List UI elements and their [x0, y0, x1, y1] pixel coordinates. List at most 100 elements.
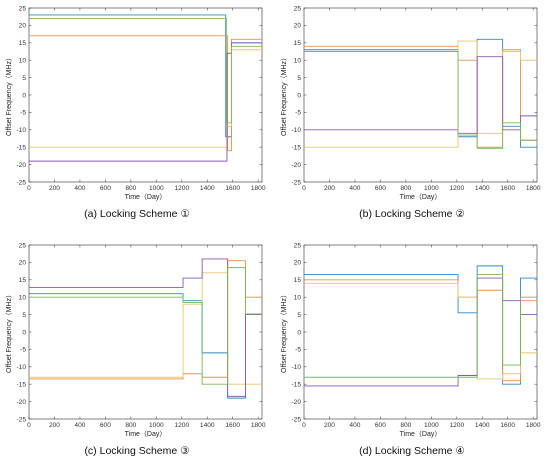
x-tick-label: 1400 — [475, 422, 490, 429]
x-tick-label: 0 — [302, 185, 306, 192]
y-tick-label: 20 — [294, 23, 302, 30]
x-axis-label: Time（Day） — [400, 430, 442, 438]
y-tick-label: 25 — [294, 5, 302, 12]
series-line-4 — [29, 42, 262, 162]
x-tick-label: 600 — [100, 422, 111, 429]
x-tick-label: 1800 — [251, 422, 266, 429]
x-tick-label: 1000 — [149, 422, 164, 429]
y-tick-label: -25 — [16, 179, 26, 186]
y-tick-label: 5 — [297, 312, 301, 319]
x-tick-label: 800 — [400, 422, 411, 429]
series-line-5 — [29, 267, 262, 385]
x-tick-label: 600 — [375, 422, 386, 429]
series-line-5 — [29, 17, 262, 124]
x-tick-label: 200 — [49, 422, 60, 429]
chart-caption: (c) Locking Scheme ③ — [84, 445, 190, 457]
x-tick-label: 0 — [27, 185, 31, 192]
x-tick-label: 1200 — [174, 422, 189, 429]
x-axis-label: Time（Day） — [125, 193, 167, 201]
y-tick-label: -5 — [20, 110, 26, 117]
y-tick-label: -20 — [16, 399, 26, 406]
chart-svg: 0 200 400 600 800 1000 1200 1400 1600 1800-25-20-… — [280, 242, 541, 457]
x-tick-label: 800 — [125, 422, 136, 429]
x-tick-label: 1800 — [251, 185, 266, 192]
x-tick-label: 1600 — [500, 185, 515, 192]
y-tick-label: 20 — [294, 260, 302, 267]
y-axis-label: Offset Frequency（MHz） — [5, 291, 13, 373]
x-tick-label: 1200 — [449, 422, 464, 429]
y-tick-label: -15 — [291, 382, 301, 389]
x-tick-label: 1200 — [449, 185, 464, 192]
y-tick-label: -20 — [291, 399, 301, 406]
y-tick-label: -10 — [16, 364, 26, 371]
chart-svg: 0 200 400 600 800 1000 1200 1400 1600 1800-25-20-… — [5, 5, 266, 220]
chart-caption: (d) Locking Scheme ④ — [359, 445, 465, 457]
y-tick-label: 25 — [19, 242, 27, 249]
plot-frame — [303, 244, 538, 420]
y-axis-label: Offset Frequency（MHz） — [280, 54, 288, 136]
y-tick-label: -25 — [291, 179, 301, 186]
chart-svg: 0 200 400 600 800 1000 1200 1400 1600 1800-25-20-… — [280, 5, 541, 220]
series-line-5 — [304, 51, 537, 149]
plot-frame — [28, 244, 263, 420]
y-tick-label: 15 — [294, 40, 302, 47]
y-axis-label: Offset Frequency（MHz） — [5, 54, 13, 136]
x-tick-label: 400 — [74, 185, 85, 192]
x-tick-label: 1000 — [149, 185, 164, 192]
x-tick-label: 1800 — [526, 422, 541, 429]
series-line-3 — [29, 49, 262, 148]
chart-caption: (a) Locking Scheme ① — [84, 208, 190, 220]
y-tick-label: 0 — [22, 92, 26, 99]
y-tick-label: 10 — [19, 58, 27, 65]
y-tick-label: 10 — [294, 295, 302, 302]
plot-frame — [303, 7, 538, 183]
y-tick-label: 0 — [297, 329, 301, 336]
x-tick-label: 600 — [100, 185, 111, 192]
series-line-5 — [304, 274, 537, 378]
y-tick-label: 0 — [297, 92, 301, 99]
y-tick-label: 20 — [19, 23, 27, 30]
x-tick-label: 1400 — [200, 185, 215, 192]
x-tick-label: 800 — [400, 185, 411, 192]
x-axis-label: Time（Day） — [125, 430, 167, 438]
chart-panel-a: 0 200 400 600 800 1000 1200 1400 1600 1800 -25 -20-… — [0, 0, 275, 237]
x-axis-label: Time（Day） — [400, 193, 442, 201]
y-tick-label: 15 — [19, 40, 27, 47]
y-tick-label: -15 — [291, 145, 301, 152]
y-tick-label: 20 — [19, 260, 27, 267]
y-tick-label: -20 — [291, 162, 301, 169]
y-tick-label: -10 — [291, 127, 301, 134]
chart-panel-c: 0 200 400 600 800 1000 1200 1400 1600 1800 -25 -20-… — [0, 237, 275, 474]
y-tick-label: -10 — [291, 364, 301, 371]
y-tick-label: -20 — [16, 162, 26, 169]
series-line-2 — [29, 35, 262, 152]
y-axis-label: Offset Frequency（MHz） — [280, 291, 288, 373]
x-tick-label: 1800 — [526, 185, 541, 192]
x-tick-label: 0 — [302, 422, 306, 429]
x-tick-label: 1600 — [500, 422, 515, 429]
x-tick-label: 1600 — [225, 422, 240, 429]
x-tick-label: 1400 — [200, 422, 215, 429]
chart-svg: 0 200 400 600 800 1000 1200 1400 1600 1800-25-20-… — [5, 242, 266, 457]
y-tick-label: 15 — [19, 277, 27, 284]
x-tick-label: 400 — [349, 422, 360, 429]
x-tick-label: 400 — [74, 422, 85, 429]
x-tick-label: 600 — [375, 185, 386, 192]
x-tick-label: 1200 — [174, 185, 189, 192]
y-tick-label: 15 — [294, 277, 302, 284]
y-tick-label: -15 — [16, 382, 26, 389]
plot-frame — [28, 7, 263, 183]
y-tick-label: 5 — [297, 75, 301, 82]
y-tick-label: 25 — [19, 5, 27, 12]
x-tick-label: 1000 — [424, 422, 439, 429]
x-tick-label: 1400 — [475, 185, 490, 192]
x-tick-label: 800 — [125, 185, 136, 192]
series-line-4 — [29, 258, 262, 397]
chart-panel-b: 0 200 400 600 800 1000 1200 1400 1600 1800 -25 -20-… — [275, 0, 550, 237]
x-tick-label: 200 — [324, 185, 335, 192]
y-tick-label: -25 — [16, 416, 26, 423]
x-tick-label: 1000 — [424, 185, 439, 192]
y-tick-label: 10 — [294, 58, 302, 65]
y-tick-label: -5 — [295, 347, 301, 354]
y-tick-label: -25 — [291, 416, 301, 423]
